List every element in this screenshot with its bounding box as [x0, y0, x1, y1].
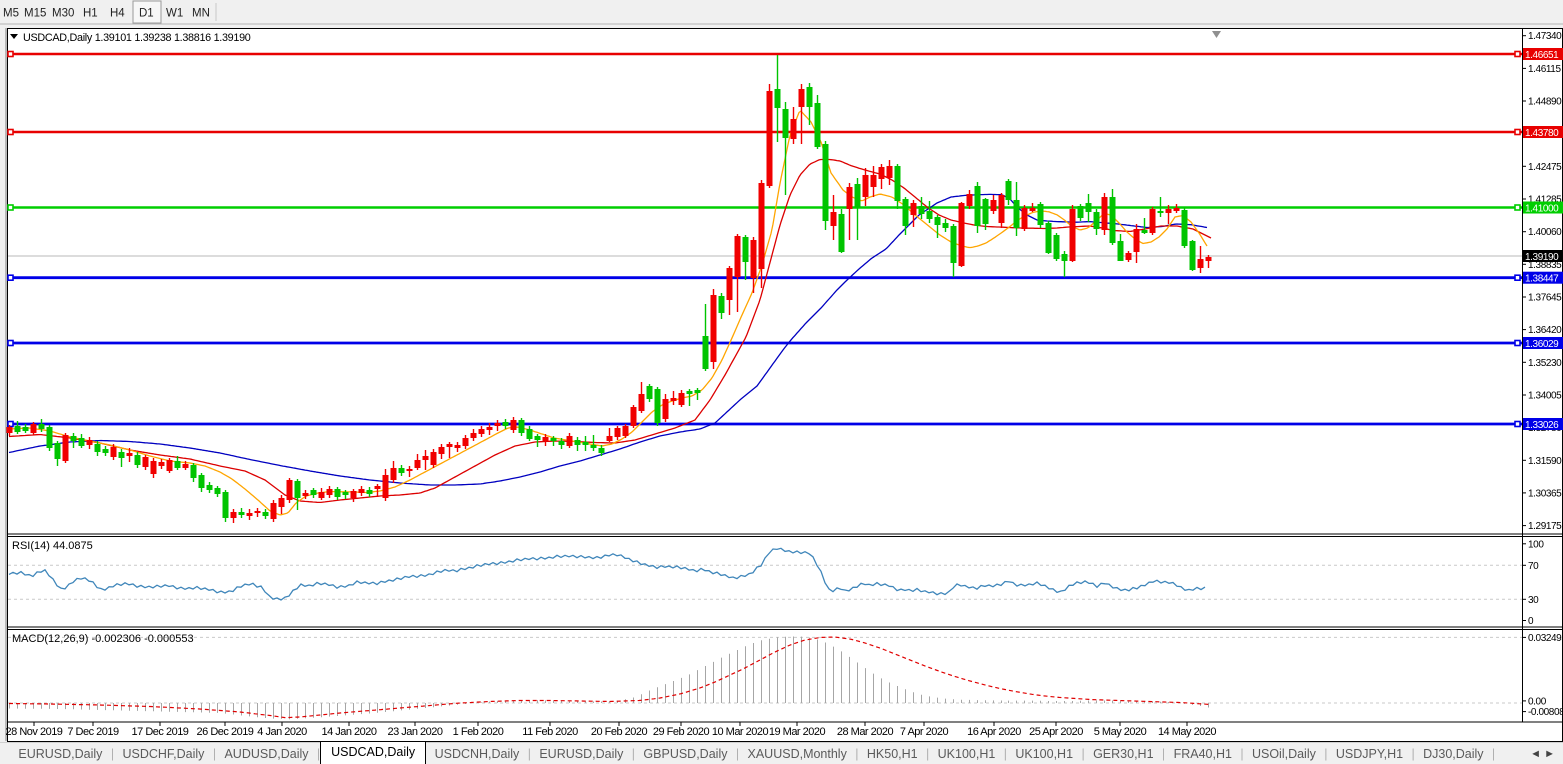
svg-text:M5: M5	[3, 8, 19, 20]
svg-text:M30: M30	[52, 8, 74, 20]
svg-text:1.38835: 1.38835	[1528, 260, 1562, 271]
svg-text:1.35230: 1.35230	[1528, 358, 1562, 369]
svg-text:1.34005: 1.34005	[1528, 391, 1562, 402]
svg-text:29 Feb 2020: 29 Feb 2020	[653, 726, 710, 738]
svg-text:H1: H1	[83, 8, 98, 20]
svg-text:14 May 2020: 14 May 2020	[1158, 726, 1216, 738]
svg-text:19 Mar 2020: 19 Mar 2020	[769, 726, 826, 738]
svg-text:USDCAD,Daily 1.39101 1.39238: USDCAD,Daily 1.39101 1.39238 1.38816 1.3…	[23, 32, 251, 44]
svg-text:1.40060: 1.40060	[1528, 227, 1562, 238]
svg-text:7 Apr 2020: 7 Apr 2020	[900, 726, 949, 738]
svg-text:1.36029: 1.36029	[1525, 339, 1559, 350]
svg-text:1.36420: 1.36420	[1528, 325, 1562, 336]
svg-text:4 Jan 2020: 4 Jan 2020	[257, 726, 307, 738]
svg-text:MACD(12,26,9) -0.002306 -0.000: MACD(12,26,9) -0.002306 -0.000553	[12, 633, 194, 645]
svg-text:1.41000: 1.41000	[1525, 204, 1559, 215]
svg-text:RSI(14) 44.0875: RSI(14) 44.0875	[12, 540, 93, 552]
svg-text:26 Dec 2019: 26 Dec 2019	[197, 726, 254, 738]
svg-text:28 Mar 2020: 28 Mar 2020	[837, 726, 894, 738]
svg-text:W1: W1	[166, 8, 183, 20]
svg-text:-0.00808: -0.00808	[1528, 707, 1563, 718]
svg-text:16 Apr 2020: 16 Apr 2020	[967, 726, 1021, 738]
svg-text:0.00: 0.00	[1528, 696, 1547, 707]
svg-text:1.46651: 1.46651	[1525, 50, 1559, 61]
svg-text:1 Feb 2020: 1 Feb 2020	[453, 726, 504, 738]
svg-text:1.43780: 1.43780	[1525, 128, 1559, 139]
svg-text:1.47340: 1.47340	[1528, 31, 1562, 42]
svg-text:11 Feb 2020: 11 Feb 2020	[522, 726, 578, 738]
svg-text:1.29175: 1.29175	[1528, 521, 1562, 532]
svg-text:0.032493: 0.032493	[1528, 633, 1563, 644]
svg-text:1.41285: 1.41285	[1528, 195, 1562, 206]
svg-text:20 Feb 2020: 20 Feb 2020	[591, 726, 648, 738]
svg-text:28 Nov 2019: 28 Nov 2019	[6, 726, 63, 738]
svg-text:25 Apr 2020: 25 Apr 2020	[1029, 726, 1083, 738]
svg-text:17 Dec 2019: 17 Dec 2019	[132, 726, 189, 738]
svg-text:M15: M15	[24, 8, 46, 20]
svg-text:H4: H4	[110, 8, 125, 20]
svg-text:70: 70	[1528, 561, 1539, 572]
svg-text:5 May 2020: 5 May 2020	[1094, 726, 1147, 738]
svg-text:1.44890: 1.44890	[1528, 97, 1562, 108]
svg-text:1.38447: 1.38447	[1525, 274, 1559, 285]
svg-text:1.42475: 1.42475	[1528, 162, 1562, 173]
svg-text:1.30365: 1.30365	[1528, 488, 1562, 499]
svg-text:MN: MN	[192, 8, 210, 20]
svg-text:14 Jan 2020: 14 Jan 2020	[321, 726, 376, 738]
svg-text:100: 100	[1528, 539, 1544, 550]
svg-text:10 Mar 2020: 10 Mar 2020	[712, 726, 769, 738]
svg-text:1.31590: 1.31590	[1528, 456, 1562, 467]
svg-text:D1: D1	[139, 8, 154, 20]
svg-text:7 Dec 2019: 7 Dec 2019	[67, 726, 119, 738]
svg-text:1.33026: 1.33026	[1525, 420, 1559, 431]
svg-text:0: 0	[1528, 616, 1534, 627]
svg-text:1.46115: 1.46115	[1528, 64, 1561, 75]
svg-text:30: 30	[1528, 595, 1539, 606]
svg-text:1.39190: 1.39190	[1525, 252, 1559, 263]
svg-text:1.37645: 1.37645	[1528, 293, 1562, 304]
svg-text:23 Jan 2020: 23 Jan 2020	[387, 726, 442, 738]
